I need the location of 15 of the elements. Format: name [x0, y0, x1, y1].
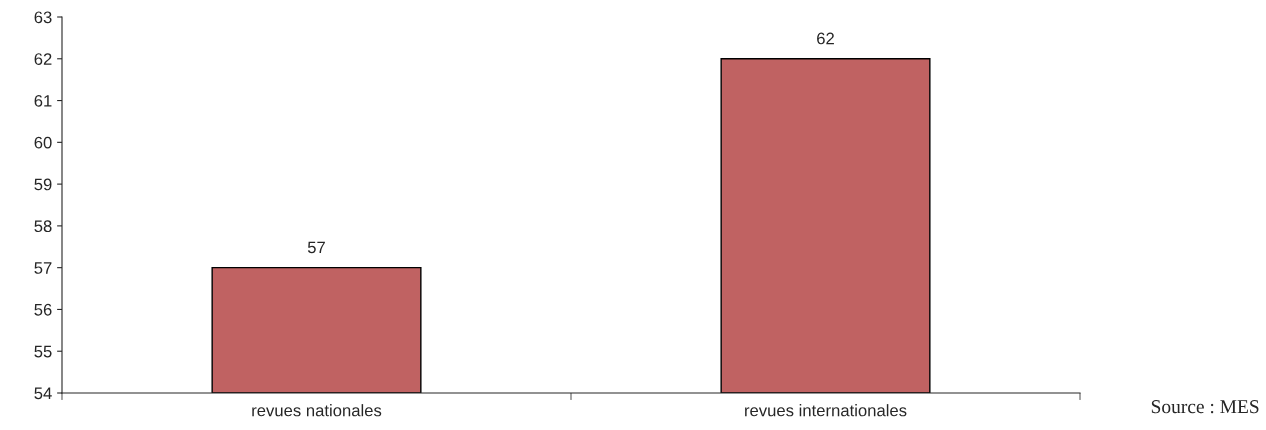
source-note: Source : MES	[1151, 400, 1259, 414]
y-tick-label: 54	[34, 387, 52, 400]
y-tick-label: 60	[34, 136, 52, 149]
y-tick-label: 61	[34, 94, 52, 107]
x-tick-label: revues nationales	[252, 404, 382, 417]
x-tick-label: revues internationales	[745, 404, 907, 417]
y-tick-label: 63	[34, 11, 52, 24]
y-tick-label: 59	[34, 178, 52, 191]
y-tick-label: 58	[34, 220, 52, 233]
y-tick-label: 57	[34, 262, 52, 274]
y-tick-label: 55	[34, 345, 52, 358]
data-label: 62	[817, 32, 834, 45]
y-tick-label: 56	[34, 303, 52, 316]
y-tick-label: 62	[34, 53, 52, 65]
data-label: 57	[307, 241, 325, 254]
